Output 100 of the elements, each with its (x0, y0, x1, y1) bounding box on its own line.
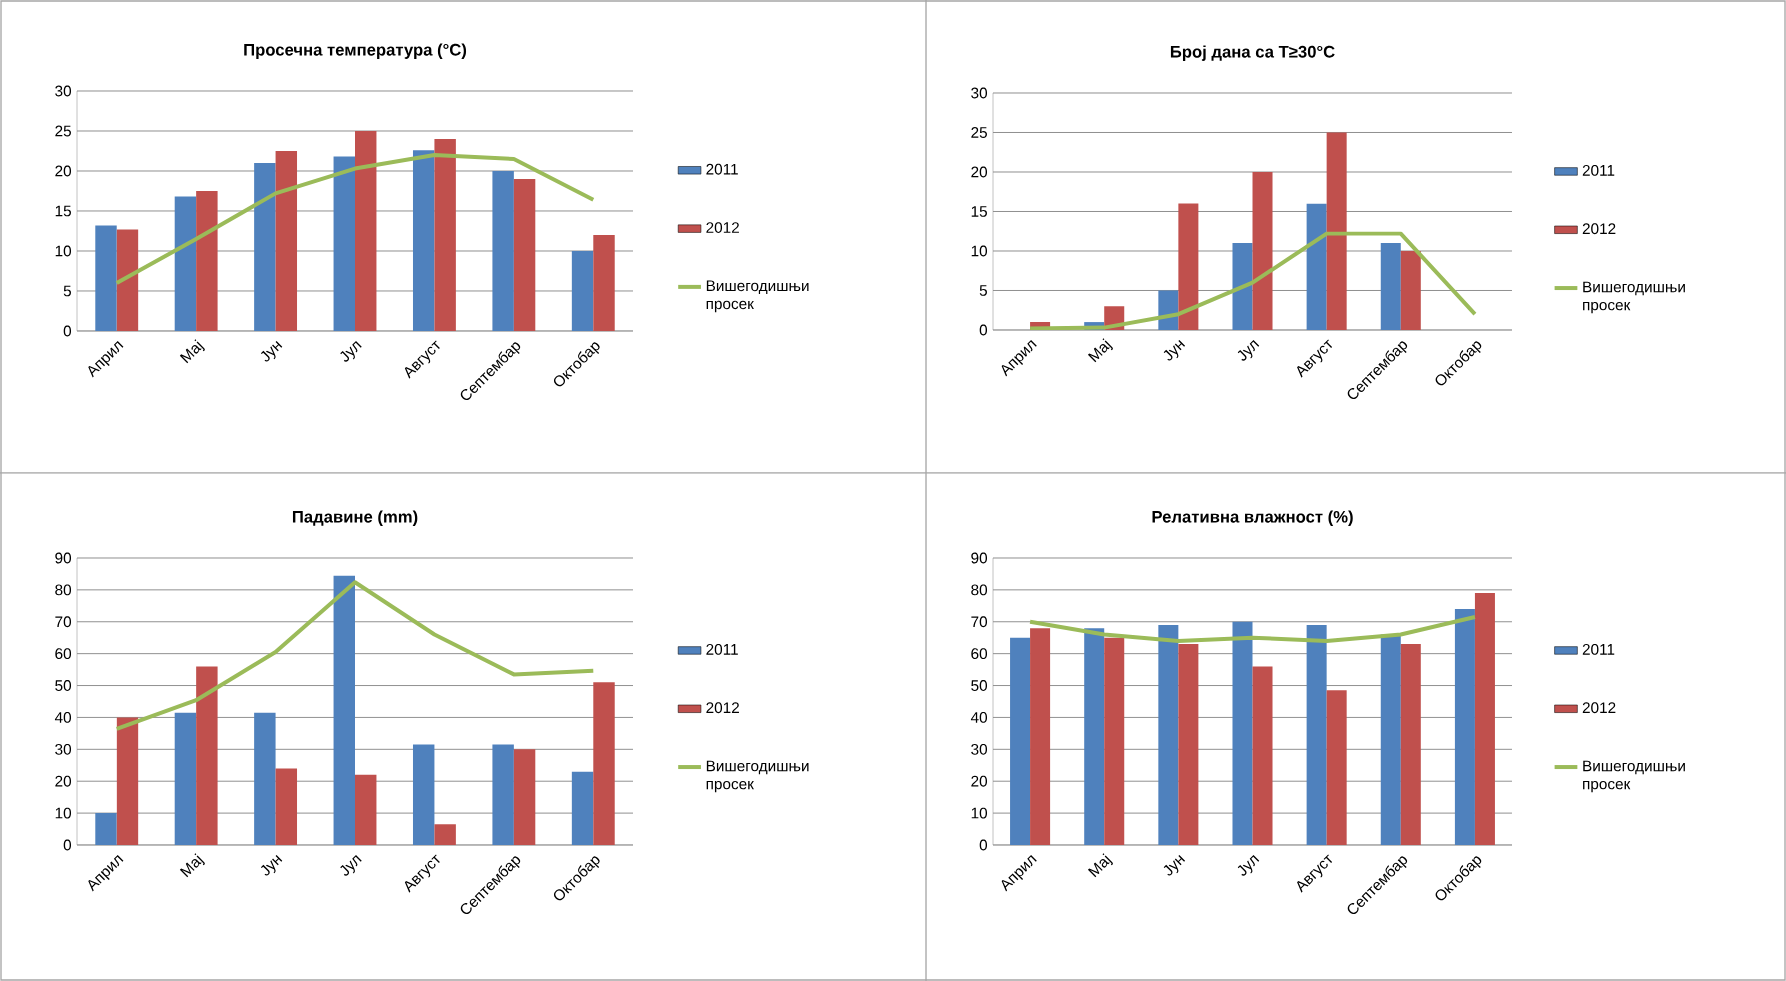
y-tick-label: 5 (979, 285, 987, 296)
bar (593, 234, 615, 331)
bar (275, 150, 298, 331)
bar (333, 156, 355, 331)
y-tick-label: 30 (55, 743, 72, 755)
x-tick-label: Јул (1237, 855, 1260, 876)
y-tick-label: 0 (979, 839, 988, 851)
x-tick-label: Мај (179, 853, 205, 878)
legend-label: 2012 (706, 222, 739, 233)
chart-title: Број дана са T≥30°C (1170, 45, 1335, 61)
bar (1252, 666, 1273, 845)
legend-label: 2011 (706, 643, 738, 655)
bar (412, 744, 435, 845)
bar (1326, 690, 1347, 845)
bar (174, 196, 197, 331)
bar (1178, 203, 1199, 330)
bar (95, 225, 117, 331)
x-tick-label: Мај (1087, 853, 1113, 878)
y-tick-label: 70 (971, 616, 988, 628)
x-tick-label: Мај (1087, 338, 1113, 363)
bar (1158, 624, 1179, 845)
bar (254, 162, 276, 331)
y-tick-label: 10 (971, 807, 988, 819)
line-series (114, 580, 596, 731)
legend-label: 2011 (1582, 164, 1615, 176)
bar (1454, 609, 1475, 845)
y-tick-label: 20 (971, 775, 988, 787)
y-tick-label: 25 (971, 127, 987, 138)
y-tick-label: 60 (971, 648, 988, 660)
bar (593, 682, 615, 845)
chart-title: Релативна влажност (%) (1152, 510, 1353, 526)
legend-label: 2011 (1582, 643, 1615, 655)
legend-label: 2012 (1582, 702, 1616, 714)
bar (196, 190, 218, 331)
bar (116, 717, 139, 845)
bar (1474, 593, 1495, 845)
legend-label: Вишегодишњи просек (1583, 760, 1685, 793)
bar (1010, 637, 1031, 845)
bar (174, 712, 197, 845)
bar (1104, 637, 1125, 845)
y-tick-label: 80 (55, 584, 72, 596)
y-tick-label: 0 (63, 325, 72, 337)
y-tick-label: 50 (971, 680, 988, 691)
bar (571, 250, 594, 331)
y-tick-label: 40 (54, 712, 72, 723)
y-tick-label: 10 (55, 245, 72, 257)
bar (492, 170, 514, 331)
y-tick-label: 40 (970, 712, 988, 723)
bar (1400, 644, 1421, 845)
y-tick-label: 50 (55, 680, 72, 691)
y-tick-label: 5 (63, 285, 71, 297)
y-tick-label: 10 (55, 807, 72, 819)
bar (1178, 644, 1199, 845)
x-tick-label: Јун (260, 855, 283, 876)
y-tick-label: 25 (55, 125, 71, 137)
bar (1252, 171, 1273, 330)
y-tick-label: 90 (971, 552, 988, 564)
bar (1400, 250, 1421, 330)
y-tick-label: 15 (55, 205, 71, 217)
bar (434, 824, 456, 845)
y-tick-label: 20 (55, 165, 72, 177)
x-tick-label: Јул (340, 855, 362, 876)
bar (1326, 132, 1347, 330)
bar (412, 150, 435, 331)
y-tick-label: 20 (55, 775, 72, 787)
bar (513, 749, 536, 845)
x-tick-label: Јун (1163, 855, 1186, 876)
y-tick-label: 0 (63, 839, 72, 851)
bar (492, 744, 514, 845)
bar (1380, 243, 1401, 330)
bar (1084, 628, 1105, 845)
x-tick-label: Јул (340, 341, 362, 362)
y-tick-label: 60 (55, 648, 72, 660)
y-tick-label: 80 (971, 584, 988, 596)
bar (116, 229, 139, 331)
y-tick-label: 90 (55, 552, 72, 564)
y-tick-label: 20 (971, 166, 988, 178)
legend-label: Вишегодишњи просек (706, 760, 809, 793)
x-tick-label: Јун (1163, 340, 1186, 361)
bar (355, 774, 377, 845)
y-tick-label: 15 (971, 206, 987, 217)
chart-title: Падавине (mm) (292, 510, 418, 526)
x-tick-label: Јул (1237, 340, 1260, 361)
x-tick-label: Мај (179, 339, 205, 364)
bar (1232, 243, 1253, 330)
bar (513, 178, 536, 331)
bar (1306, 203, 1327, 330)
bar (355, 130, 377, 331)
line-series (1028, 231, 1477, 330)
bar (1306, 624, 1327, 845)
legend-label: Вишегодишњи просек (706, 280, 809, 313)
y-tick-label: 30 (55, 85, 72, 97)
legend-label: 2011 (706, 163, 738, 175)
bar (571, 771, 594, 845)
x-tick-label: Јун (260, 341, 283, 362)
bar (95, 813, 117, 845)
y-tick-label: 0 (979, 324, 988, 336)
chart-title: Просечна температура (°C) (244, 43, 467, 59)
bar (333, 575, 355, 845)
y-tick-label: 30 (971, 87, 988, 99)
